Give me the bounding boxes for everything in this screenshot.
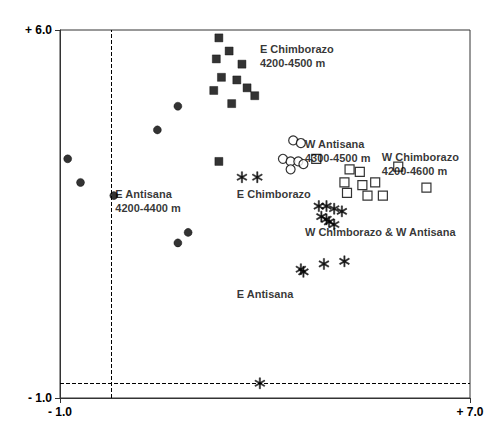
svg-text:W Chimborazo: W Chimborazo	[382, 151, 459, 163]
svg-text:E Antisana: E Antisana	[237, 288, 294, 300]
svg-text:4200-4600 m: 4200-4600 m	[382, 165, 448, 177]
svg-text:- 1.0: - 1.0	[28, 391, 52, 405]
svg-text:E Chimborazo: E Chimborazo	[237, 188, 311, 200]
svg-text:W Antisana: W Antisana	[305, 138, 365, 150]
svg-text:W Chimborazo & W Antisana: W Chimborazo & W Antisana	[305, 226, 456, 238]
svg-text:+ 6.0: + 6.0	[25, 23, 52, 37]
svg-text:4200-4500 m: 4200-4500 m	[260, 57, 326, 69]
svg-text:E Chimborazo: E Chimborazo	[260, 43, 334, 55]
svg-text:4200-4400 m: 4200-4400 m	[115, 202, 181, 214]
svg-text:4300-4500 m: 4300-4500 m	[305, 152, 371, 164]
svg-text:- 1.0: - 1.0	[48, 405, 72, 419]
svg-text:+ 7.0: + 7.0	[456, 405, 483, 419]
svg-text:E Antisana: E Antisana	[115, 188, 172, 200]
